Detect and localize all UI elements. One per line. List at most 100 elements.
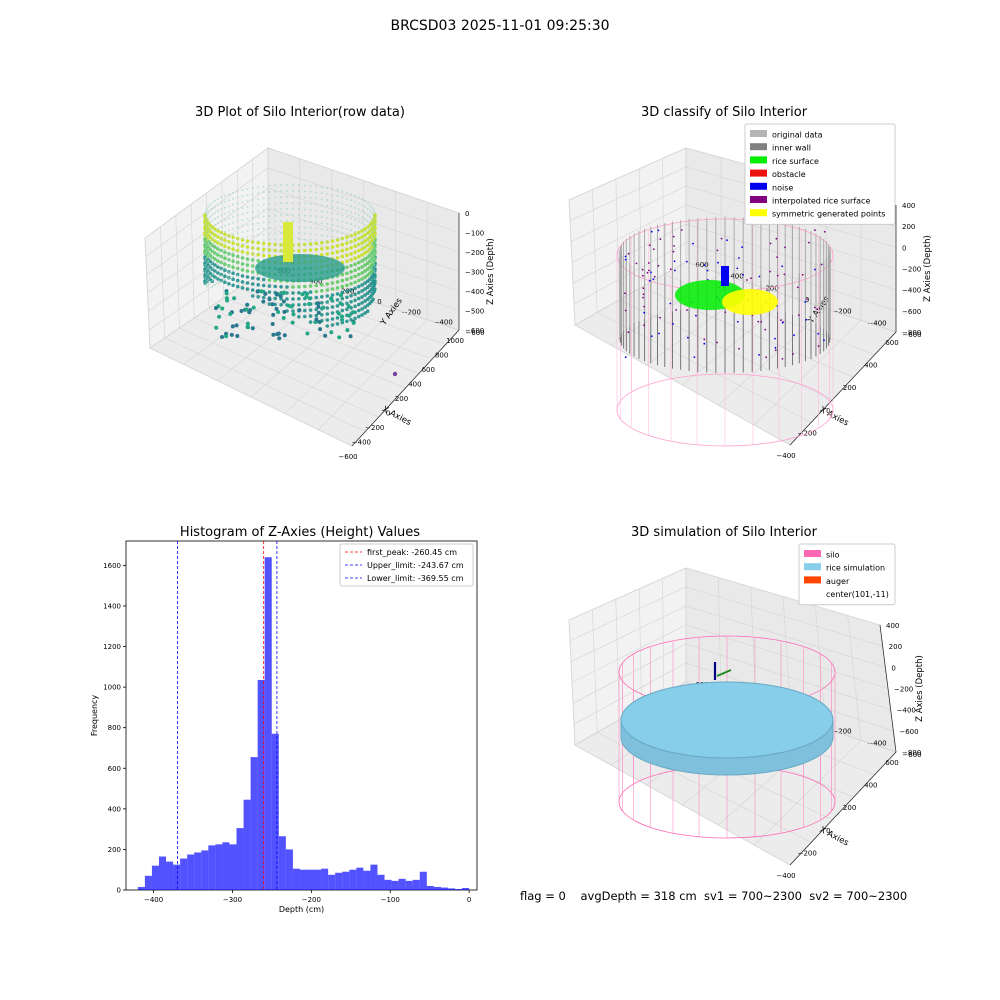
raw-point — [209, 221, 212, 224]
raw-point — [232, 209, 235, 212]
raw-point — [261, 299, 266, 304]
raw-point — [336, 237, 339, 240]
noise-point — [624, 309, 627, 312]
raw-point — [353, 316, 357, 321]
raw-point — [227, 271, 230, 274]
histogram-bar — [342, 871, 350, 890]
histogram-bar — [285, 849, 293, 890]
raw-point — [220, 232, 223, 235]
z-tick-label: 400 — [886, 622, 899, 630]
raw-point — [223, 268, 227, 273]
noise-point — [706, 269, 709, 272]
raw-point — [345, 265, 349, 270]
raw-point — [330, 317, 335, 321]
noise-point — [805, 318, 808, 321]
raw-point — [211, 219, 214, 222]
raw-point — [231, 265, 235, 270]
y-tick-label: 0 — [377, 298, 381, 306]
legend-swatch — [750, 209, 767, 217]
raw-point — [280, 238, 283, 241]
raw-point — [225, 298, 230, 303]
raw-point — [262, 257, 265, 260]
x-tick-label: −200 — [798, 849, 817, 857]
grid-line — [318, 319, 428, 430]
raw-point — [216, 234, 219, 237]
raw-point — [350, 229, 353, 232]
noise-point — [703, 264, 706, 267]
noise-point — [703, 338, 706, 341]
y-tick-label: 600 — [695, 261, 708, 269]
raw-point — [373, 263, 376, 266]
raw-point — [349, 252, 353, 256]
noise-point — [648, 244, 651, 247]
raw-point — [220, 335, 224, 339]
raw-point — [223, 262, 227, 267]
raw-point — [303, 202, 306, 205]
raw-point — [373, 241, 376, 244]
raw-point — [361, 240, 364, 243]
raw-point — [347, 313, 352, 318]
x-tick-label: −400 — [144, 896, 163, 904]
raw-point — [246, 218, 249, 220]
raw-point — [213, 247, 216, 250]
raw-point — [236, 190, 239, 193]
y-tick-label: 0 — [117, 887, 121, 895]
raw-point — [213, 223, 216, 226]
raw-point — [370, 259, 373, 262]
raw-point — [240, 262, 245, 266]
legend-label: obstacle — [772, 170, 806, 179]
raw-point — [315, 215, 318, 218]
raw-point — [220, 306, 225, 311]
raw-point — [372, 255, 375, 258]
raw-point — [231, 247, 235, 252]
raw-point — [214, 325, 219, 330]
raw-point — [372, 225, 375, 228]
histogram-bar — [151, 865, 159, 890]
raw-point — [227, 282, 231, 286]
histogram-bar — [299, 869, 307, 890]
raw-point — [350, 199, 353, 202]
raw-point — [315, 203, 318, 206]
raw-point — [330, 281, 335, 285]
raw-point — [291, 309, 295, 313]
raw-point — [307, 302, 312, 306]
raw-point — [326, 193, 329, 195]
raw-point — [370, 241, 373, 244]
raw-point — [251, 253, 254, 255]
noise-point — [695, 314, 697, 317]
noise-point — [642, 293, 645, 296]
raw-point — [248, 308, 253, 313]
noise-point — [796, 286, 799, 289]
raw-point — [235, 334, 240, 338]
raw-point — [354, 212, 357, 215]
raw-point — [207, 223, 210, 226]
raw-point — [340, 308, 345, 313]
raw-point — [232, 239, 235, 242]
noise-point — [675, 309, 677, 311]
raw-point — [325, 324, 330, 328]
raw-point — [235, 284, 240, 289]
raw-point — [216, 210, 219, 213]
raw-point — [281, 299, 286, 304]
raw-point — [267, 248, 272, 252]
raw-point — [320, 186, 323, 189]
raw-point — [360, 289, 364, 293]
raw-point — [246, 254, 249, 256]
x-tick-label: 1000 — [446, 337, 464, 345]
raw-point — [354, 242, 357, 245]
y-tick-label: 600 — [108, 765, 121, 773]
raw-point — [251, 235, 254, 237]
plot-area — [125, 540, 478, 891]
raw-point — [227, 229, 230, 232]
legend-swatch — [804, 550, 821, 557]
raw-point — [207, 217, 210, 220]
raw-point — [330, 311, 335, 315]
histogram-bar — [356, 867, 364, 890]
raw-point — [366, 237, 369, 240]
noise-point — [781, 321, 784, 324]
noise-point — [820, 263, 823, 266]
grid-line — [572, 643, 891, 710]
raw-point — [216, 277, 220, 281]
raw-point — [227, 277, 230, 280]
raw-point — [213, 205, 216, 208]
